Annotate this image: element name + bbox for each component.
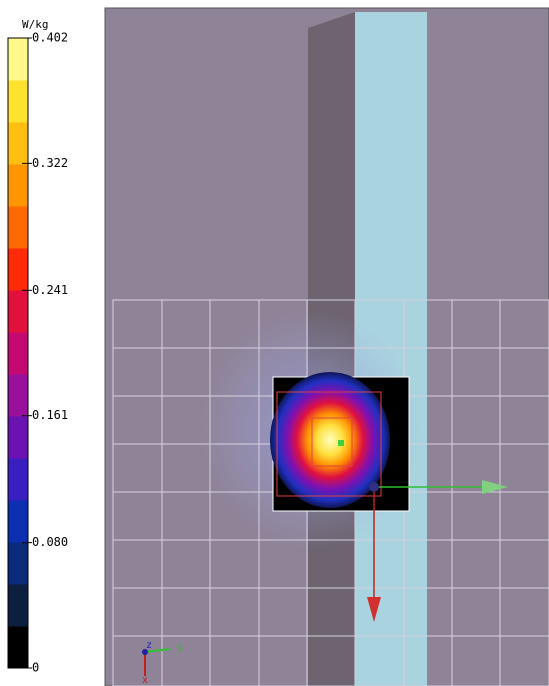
colorbar-band [8, 248, 28, 291]
y-arrow-head [482, 480, 508, 494]
colorbar-tick-label: 0.241 [32, 283, 68, 297]
colorbar-band [8, 542, 28, 585]
x-arrow-head [367, 597, 381, 622]
colorbar-band [8, 290, 28, 333]
triad-label: x [142, 675, 148, 686]
colorbar-band [8, 122, 28, 165]
colorbar-band [8, 206, 28, 249]
colorbar-band [8, 374, 28, 417]
zoom-box [276, 391, 382, 497]
colorbar-band [8, 164, 28, 207]
colorbar-tick-label: 0.402 [32, 31, 68, 45]
triad-y [144, 648, 171, 653]
colorbar-frame [7, 37, 29, 669]
colorbar-tick-label: 0.322 [32, 156, 68, 170]
colorbar-band [8, 626, 28, 669]
viewport: z y x [104, 7, 549, 686]
peak-marker [338, 440, 344, 446]
triad-label: y [177, 642, 183, 653]
colorbar-tick-label: 0.080 [32, 535, 68, 549]
sar-hotspot [270, 372, 390, 508]
colorbar-band [8, 458, 28, 501]
colorbar-band [8, 80, 28, 123]
origin [369, 482, 379, 492]
colorbar-band [8, 332, 28, 375]
colorbar-band [8, 38, 28, 81]
colorbar-unit: W/kg [22, 18, 49, 31]
axes-triad: z y x [142, 640, 183, 686]
colorbar: W/kg 0 0.080 0.161 0.241 0.322 0.402 [7, 18, 68, 675]
triad-z [142, 649, 148, 655]
colorbar-band [8, 500, 28, 543]
grid [112, 299, 549, 686]
triad-label: z [146, 640, 152, 651]
colorbar-band [8, 416, 28, 459]
colorbar-tick-label: 0.161 [32, 408, 68, 422]
peak-box [311, 417, 353, 467]
colorbar-tick-label: 0 [32, 661, 39, 675]
colorbar-band [8, 584, 28, 627]
